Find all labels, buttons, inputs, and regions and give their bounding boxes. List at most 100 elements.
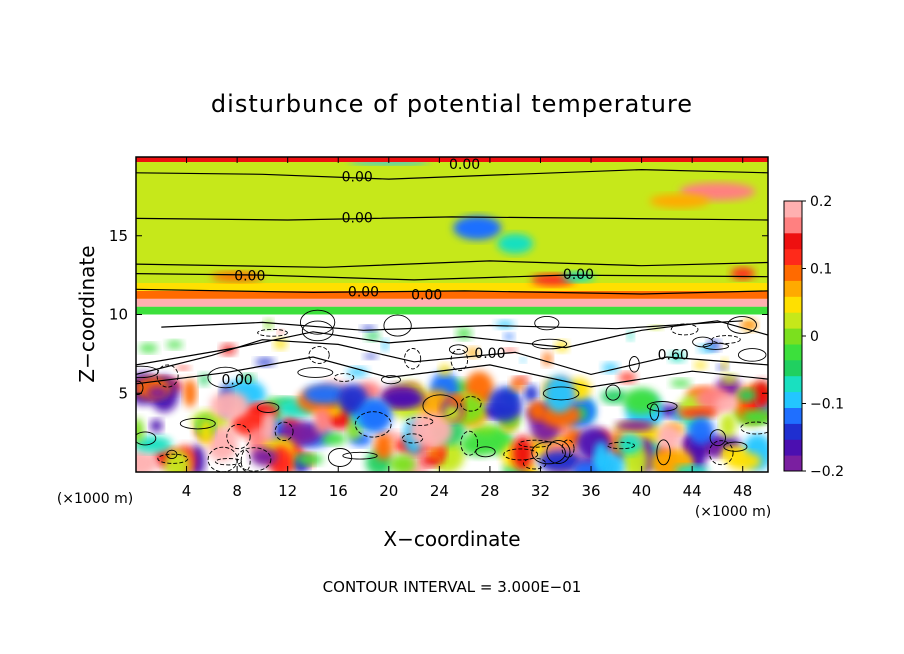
- field-blob: [240, 373, 256, 383]
- field-blob: [428, 448, 441, 459]
- field-blob: [593, 440, 609, 472]
- x-tick-label: 32: [531, 482, 550, 500]
- field-blob: [381, 339, 389, 352]
- contour-loop: [460, 396, 482, 412]
- colorbar-swatch: [784, 455, 802, 472]
- contour-loop: [605, 384, 621, 401]
- field-blob: [136, 418, 144, 444]
- contour-loop: [214, 458, 242, 466]
- field-blob: [615, 420, 655, 432]
- field-feature: [562, 271, 595, 282]
- y-axis: 5 10 15: [109, 227, 768, 402]
- field-blob: [270, 445, 292, 472]
- contour-loop: [531, 338, 568, 350]
- field-blob: [303, 383, 347, 405]
- contour-loop: [692, 336, 714, 348]
- contour-loop: [404, 348, 422, 370]
- contour-loop: [723, 441, 748, 452]
- contour-loop: [383, 314, 412, 337]
- field-blob: [358, 398, 392, 433]
- contour-loop: [708, 440, 734, 466]
- colorbar-swatch: [784, 280, 802, 297]
- y-tick-label: 15: [109, 227, 128, 245]
- field-blob: [363, 353, 378, 359]
- colorbar-swatch: [784, 359, 802, 377]
- contour-label: 0.00: [342, 170, 373, 186]
- x-tick-label: 44: [683, 482, 702, 500]
- field-blob: [365, 331, 381, 341]
- colorbar-swatch: [784, 391, 802, 408]
- x-axis-label: X−coordinate: [383, 527, 520, 551]
- colorbar-swatch: [784, 201, 802, 218]
- field-blob: [742, 409, 768, 424]
- contour-loop: [561, 439, 575, 458]
- contour-label: 0.00: [449, 157, 480, 173]
- contour-line: [136, 356, 768, 388]
- field-blob: [443, 404, 462, 422]
- field-blob: [448, 393, 466, 405]
- field-blob: [313, 407, 332, 435]
- tropopause-band: [136, 283, 768, 291]
- colorbar-swatch: [784, 375, 802, 393]
- contour-loop: [257, 328, 288, 337]
- x-tick-label: 36: [581, 482, 600, 500]
- contour-label: 0.00: [348, 284, 379, 300]
- field-blob: [176, 365, 191, 371]
- contour-loop: [274, 421, 294, 442]
- contour-loop: [628, 356, 640, 373]
- contour-label: 0.00: [234, 269, 265, 285]
- y-tick-label: 5: [118, 384, 128, 402]
- contour-loop: [136, 380, 144, 395]
- field-blob: [206, 426, 238, 462]
- contour-label: 0.00: [222, 373, 253, 389]
- x-tick-label: 16: [329, 482, 348, 500]
- field-blob: [715, 395, 739, 412]
- colorbar-tick-label: 0.2: [810, 194, 832, 210]
- field-blob: [136, 436, 172, 453]
- field-blob: [677, 407, 719, 418]
- chart-title: disturbunce of potential temperature: [211, 90, 693, 118]
- field-blob: [166, 340, 184, 349]
- contour-loop: [301, 320, 334, 342]
- contour-loop: [342, 451, 378, 460]
- field-blob: [503, 348, 517, 353]
- contour-loop: [354, 411, 392, 438]
- contour-loop: [649, 403, 660, 421]
- contour-loop: [256, 402, 280, 413]
- field-blob: [707, 439, 721, 458]
- contour-loop: [711, 335, 741, 344]
- tropopause-band: [136, 298, 768, 307]
- contour-label: 0.00: [474, 346, 505, 362]
- contour-loop: [534, 315, 560, 331]
- contour-loop: [727, 316, 757, 334]
- contour-loop: [401, 433, 424, 444]
- field-blob: [147, 386, 169, 399]
- contour-loop: [737, 348, 767, 362]
- contour-loop: [656, 439, 671, 466]
- contour-loop: [450, 348, 469, 372]
- colorbar-swatch: [784, 312, 802, 329]
- field-blob: [722, 374, 737, 385]
- colorbar-swatch: [784, 407, 802, 424]
- contour-loop: [518, 439, 552, 448]
- contour-loop: [422, 394, 459, 418]
- field-blob: [524, 385, 538, 403]
- contour-loop: [136, 431, 157, 446]
- x-tick-label: 4: [182, 482, 192, 500]
- field-blob: [753, 380, 768, 409]
- contour-loop: [503, 448, 539, 461]
- field-blob: [555, 340, 569, 352]
- contour-loop: [646, 401, 678, 412]
- field-blob: [512, 435, 534, 471]
- contour-line: [136, 339, 768, 376]
- x-tick-label: 24: [430, 482, 449, 500]
- contour-loop: [157, 453, 189, 464]
- field-feature: [453, 215, 502, 240]
- field-blob: [519, 357, 527, 363]
- contour-loop: [405, 416, 434, 427]
- field-blob: [296, 453, 324, 465]
- field-feature: [497, 233, 534, 254]
- colorbar-swatch: [784, 248, 802, 265]
- x-tick-label: 8: [232, 482, 242, 500]
- field-blob: [261, 411, 276, 441]
